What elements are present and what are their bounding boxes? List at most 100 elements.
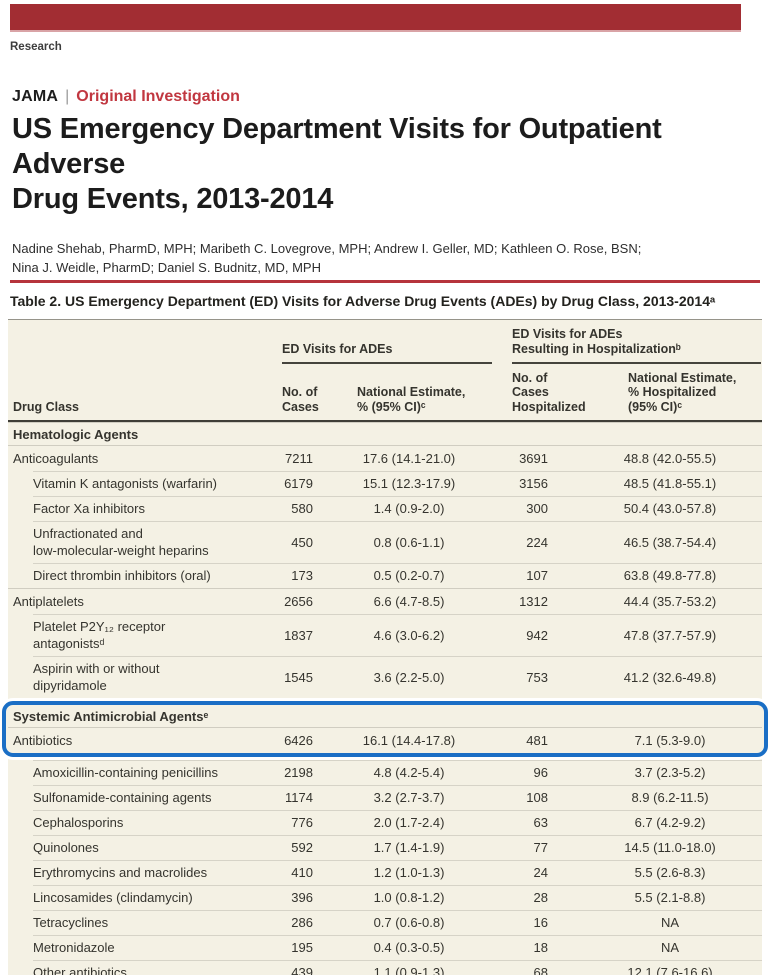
national-estimate-value: 1.0 (0.8-1.2): [373, 890, 445, 905]
drug-class-label: Other antibiotics: [33, 965, 127, 975]
drug-class-label: Unfractionated and low-molecular-weight …: [33, 526, 209, 558]
no-of-cases-value: 195: [291, 940, 313, 955]
table-header: ED Visits for ADEs ED Visits for ADEs Re…: [8, 320, 762, 422]
cases-hospitalized-value: 24: [533, 865, 548, 880]
estimate-hospitalized-value: 50.4 (43.0-57.8): [623, 501, 717, 516]
estimate-hospitalized-value: 7.1 (5.3-9.0): [634, 733, 706, 748]
drug-class-label: Direct thrombin inhibitors (oral): [33, 568, 211, 583]
national-estimate-value: 1.7 (1.4-1.9): [373, 840, 445, 855]
estimate-hospitalized-value: 8.9 (6.2-11.5): [631, 790, 709, 805]
drug-class-label: Tetracyclines: [33, 915, 109, 930]
estimate-hospitalized-value: 47.8 (37.7-57.9): [623, 627, 717, 643]
section-label: Systemic Antimicrobial Agentsᵉ: [13, 708, 209, 724]
cases-hospitalized-value: 107: [526, 568, 548, 583]
no-of-cases-value: 776: [291, 815, 313, 830]
national-estimate-value: 17.6 (14.1-21.0): [362, 451, 456, 466]
national-estimate-value: 4.8 (4.2-5.4): [373, 765, 445, 780]
cases-hospitalized-value: 753: [526, 669, 548, 685]
table-row: Amoxicillin-containing penicillins 2198 4.…: [8, 760, 762, 785]
national-estimate-value: 0.8 (0.6-1.1): [373, 534, 445, 550]
table-row: Metronidazole 195 0.4 (0.3-0.5) 18 NA: [8, 935, 762, 960]
national-estimate-value: 4.6 (3.0-6.2): [373, 627, 445, 643]
no-of-cases-value: 7211: [285, 451, 313, 466]
table-row: Erythromycins and macrolides 410 1.2 (1.0-…: [8, 860, 762, 885]
cases-hospitalized-value: 1312: [519, 594, 548, 609]
drug-class-label: Platelet P2Y₁₂ receptor antagonistsᵈ: [33, 619, 166, 651]
no-of-cases-value: 410: [291, 865, 313, 880]
table-section-row: Hematologic Agents: [8, 422, 762, 445]
national-estimate-value: 1.1 (0.9-1.3): [373, 965, 445, 975]
journal-name: JAMA: [12, 88, 59, 105]
table-row: Sulfonamide-containing agents 1174 3.2 (2.…: [8, 785, 762, 810]
column-group-hospitalization: ED Visits for ADEs Resulting in Hospital…: [512, 327, 761, 364]
table-row: Antibiotics 6426 16.1 (14.4-17.8) 481 7.1 (5…: [8, 727, 762, 753]
no-of-cases-value: 439: [291, 965, 313, 975]
estimate-hospitalized-value: 5.5 (2.1-8.8): [634, 890, 706, 905]
no-of-cases-value: 450: [291, 534, 313, 550]
drug-class-label: Amoxicillin-containing penicillins: [33, 765, 218, 780]
national-estimate-value: 6.6 (4.7-8.5): [373, 594, 445, 609]
col-header-no-of-cases: No. of Cases: [282, 385, 319, 414]
brand-separator: |: [65, 88, 70, 105]
article-authors: Nadine Shehab, PharmD, MPH; Maribeth C. …: [12, 241, 642, 275]
cases-hospitalized-value: 108: [526, 790, 548, 805]
table-row: Unfractionated and low-molecular-weight …: [8, 521, 762, 563]
drug-class-label: Erythromycins and macrolides: [33, 865, 208, 880]
table-row: Direct thrombin inhibitors (oral) 173 0.5 …: [8, 563, 762, 588]
cases-hospitalized-value: 224: [526, 534, 548, 550]
national-estimate-value: 0.5 (0.2-0.7): [373, 568, 445, 583]
col-header-cases-hospitalized: No. of Cases Hospitalized: [512, 370, 586, 414]
national-estimate-value: 2.0 (1.7-2.4): [373, 815, 445, 830]
table-row: Lincosamides (clindamycin) 396 1.0 (0.8-1.…: [8, 885, 762, 910]
cases-hospitalized-value: 18: [533, 940, 548, 955]
jama-banner: [10, 4, 741, 32]
table-row: Tetracyclines 286 0.7 (0.6-0.8) 16 NA: [8, 910, 762, 935]
article-title: US Emergency Department Visits for Outpa…: [12, 113, 662, 215]
no-of-cases-value: 286: [291, 915, 313, 930]
estimate-hospitalized-value: NA: [660, 940, 680, 955]
no-of-cases-value: 6426: [284, 733, 313, 748]
table-row: Antiplatelets 2656 6.6 (4.7-8.5) 1312 44.4 (…: [8, 588, 762, 614]
table-section-row: Systemic Antimicrobial Agentsᵉ: [8, 705, 762, 727]
no-of-cases-value: 1545: [284, 669, 313, 685]
table-row: Platelet P2Y₁₂ receptor antagonistsᵈ 1837…: [8, 614, 762, 656]
table-body: Hematologic Agents Anticoagulants 7211 17.6…: [2, 422, 768, 975]
col-header-drug-class: Drug Class: [13, 399, 79, 414]
journal-brand-line: JAMA | Original Investigation: [12, 87, 770, 106]
cases-hospitalized-value: 16: [533, 915, 548, 930]
drug-class-label: Antiplatelets: [13, 594, 84, 609]
drug-class-label: Cephalosporins: [33, 815, 124, 830]
highlight-box: Systemic Antimicrobial Agentsᵉ Antibiotic…: [2, 701, 768, 757]
research-label: Research: [10, 41, 62, 53]
national-estimate-value: 1.4 (0.9-2.0): [373, 501, 445, 516]
drug-class-label: Metronidazole: [33, 940, 115, 955]
estimate-hospitalized-value: 5.5 (2.6-8.3): [634, 865, 706, 880]
table-row: Cephalosporins 776 2.0 (1.7-2.4) 63 6.7 (4.2…: [8, 810, 762, 835]
drug-class-label: Antibiotics: [13, 733, 73, 748]
table-row: Vitamin K antagonists (warfarin) 6179 15.1…: [8, 471, 762, 496]
estimate-hospitalized-value: 44.4 (35.7-53.2): [623, 594, 717, 609]
table-row: Quinolones 592 1.7 (1.4-1.9) 77 14.5 (11.0-1…: [8, 835, 762, 860]
estimate-hospitalized-value: 46.5 (38.7-54.4): [623, 534, 717, 550]
ade-table: ED Visits for ADEs ED Visits for ADEs Re…: [2, 319, 768, 975]
estimate-hospitalized-value: 12.1 (7.6-16.6): [627, 965, 713, 975]
no-of-cases-value: 2656: [284, 594, 313, 609]
national-estimate-value: 3.6 (2.2-5.0): [373, 669, 445, 685]
cases-hospitalized-value: 481: [526, 733, 548, 748]
drug-class-label: Sulfonamide-containing agents: [33, 790, 212, 805]
col-header-estimate-hospitalized: National Estimate, % Hospitalized (95% C…: [628, 370, 737, 414]
estimate-hospitalized-value: 48.5 (41.8-55.1): [623, 476, 717, 491]
estimate-hospitalized-value: 48.8 (42.0-55.5): [623, 451, 717, 466]
no-of-cases-value: 173: [291, 568, 313, 583]
estimate-hospitalized-value: 6.7 (4.2-9.2): [634, 815, 706, 830]
cases-hospitalized-value: 63: [533, 815, 548, 830]
table-row: Aspirin with or without dipyridamole 1545…: [8, 656, 762, 698]
estimate-hospitalized-value: 14.5 (11.0-18.0): [624, 840, 716, 855]
table-row: Anticoagulants 7211 17.6 (14.1-21.0) 3691 48…: [8, 445, 762, 471]
drug-class-label: Aspirin with or without dipyridamole: [33, 661, 160, 693]
column-group-row: ED Visits for ADEs ED Visits for ADEs Re…: [8, 320, 762, 364]
cases-hospitalized-value: 68: [533, 965, 548, 975]
drug-class-label: Factor Xa inhibitors: [33, 501, 145, 516]
section-label: Hematologic Agents: [13, 426, 139, 442]
